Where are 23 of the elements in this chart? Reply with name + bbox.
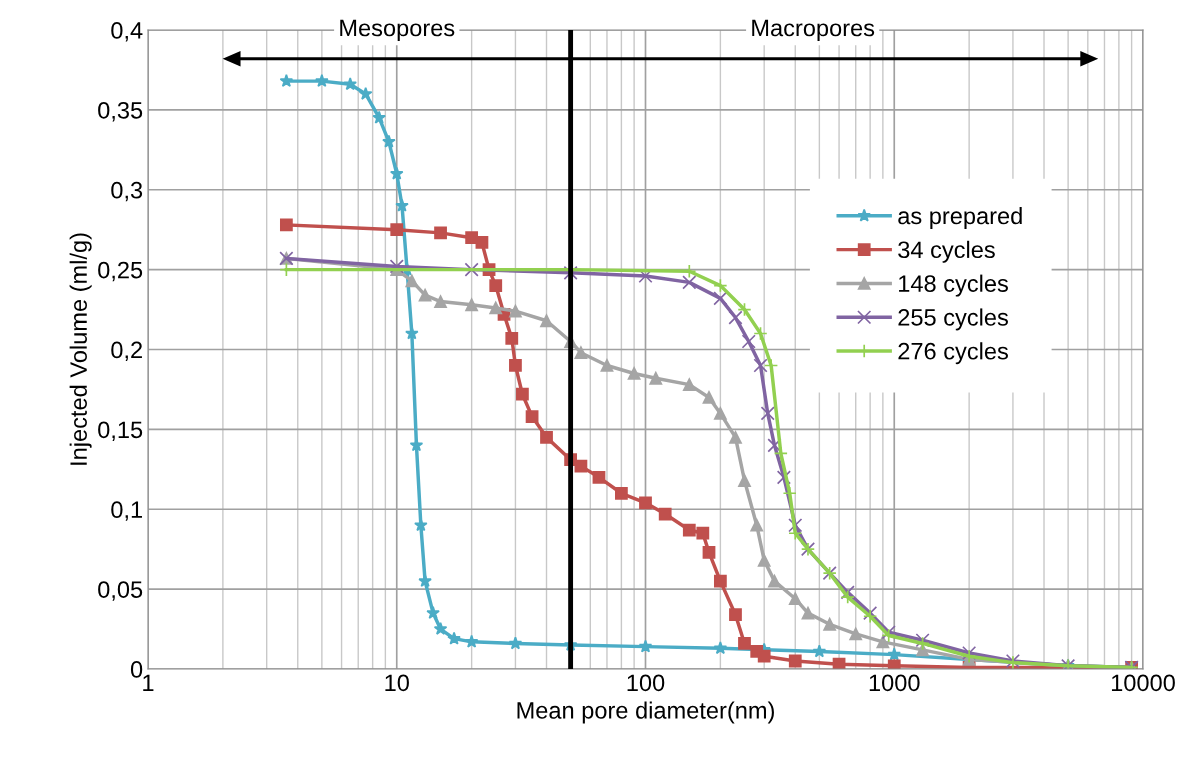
x-axis-title: Mean pore diameter(nm): [517, 701, 774, 724]
y-tick-label: 0,25: [98, 261, 143, 282]
y-tick-label: 0: [130, 661, 143, 678]
legend-label: 255 cycles: [898, 308, 1008, 331]
y-tick-label: 0,35: [98, 101, 143, 122]
legend-label: 34 cycles: [898, 240, 995, 263]
y-tick-label: 0,4: [111, 22, 143, 42]
y-tick-label: 0,3: [111, 181, 143, 202]
annotation: Macropores: [752, 19, 875, 41]
x-tick-label: 1000: [869, 674, 920, 692]
y-tick-label: 0,2: [111, 341, 142, 362]
y-axis-title: Injected Volume (ml/g): [69, 233, 92, 465]
legend-label: 148 cycles: [899, 274, 1008, 297]
x-tick-label: 10000: [1111, 674, 1175, 692]
y-tick-label: 0,05: [98, 581, 143, 601]
x-tick-label: 100: [627, 674, 665, 692]
legend-label: as prepared: [898, 206, 1022, 229]
x-tick-label: 10: [385, 674, 409, 692]
y-tick-label: 0,15: [98, 421, 143, 441]
annotation: Mesopores: [340, 19, 455, 41]
y-tick-label: 0,1: [111, 501, 142, 521]
x-tick-label: 1: [143, 674, 154, 691]
legend-label: 276 cycles: [898, 342, 1008, 365]
